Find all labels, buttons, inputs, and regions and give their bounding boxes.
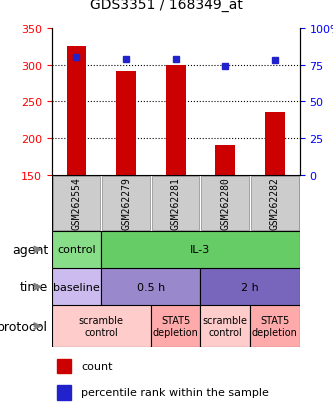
- Text: baseline: baseline: [53, 282, 100, 292]
- Bar: [201, 177, 249, 230]
- Bar: [251, 177, 299, 230]
- Text: GSM262554: GSM262554: [71, 177, 82, 230]
- Text: IL-3: IL-3: [190, 245, 210, 255]
- Text: GSM262282: GSM262282: [270, 177, 280, 230]
- Bar: [152, 177, 199, 230]
- Bar: [116, 71, 136, 176]
- Text: GDS3351 / 168349_at: GDS3351 / 168349_at: [90, 0, 243, 12]
- Text: control: control: [57, 245, 96, 255]
- Bar: [265, 113, 285, 176]
- Bar: [53, 177, 100, 230]
- Text: agent: agent: [12, 243, 48, 256]
- Bar: [151, 306, 200, 347]
- Bar: [101, 231, 300, 268]
- Text: count: count: [81, 361, 113, 371]
- Text: 0.5 h: 0.5 h: [137, 282, 165, 292]
- Text: STAT5
depletion: STAT5 depletion: [153, 316, 198, 337]
- Bar: [57, 359, 72, 373]
- Text: scramble
control: scramble control: [79, 316, 124, 337]
- Text: GSM262279: GSM262279: [121, 177, 131, 230]
- Text: protocol: protocol: [0, 320, 48, 333]
- Bar: [250, 306, 300, 347]
- Bar: [200, 306, 250, 347]
- Bar: [101, 268, 200, 306]
- Bar: [215, 145, 235, 176]
- Bar: [52, 231, 101, 268]
- Bar: [102, 177, 150, 230]
- Text: scramble
control: scramble control: [203, 316, 248, 337]
- Text: GSM262281: GSM262281: [170, 177, 181, 230]
- Text: percentile rank within the sample: percentile rank within the sample: [81, 387, 269, 397]
- Text: time: time: [20, 280, 48, 294]
- Bar: [166, 66, 185, 176]
- Text: STAT5
depletion: STAT5 depletion: [252, 316, 298, 337]
- Bar: [52, 306, 151, 347]
- Bar: [52, 268, 101, 306]
- Text: GSM262280: GSM262280: [220, 177, 230, 230]
- Bar: [57, 385, 72, 400]
- Text: 2 h: 2 h: [241, 282, 259, 292]
- Bar: [200, 268, 300, 306]
- Bar: [67, 47, 86, 176]
